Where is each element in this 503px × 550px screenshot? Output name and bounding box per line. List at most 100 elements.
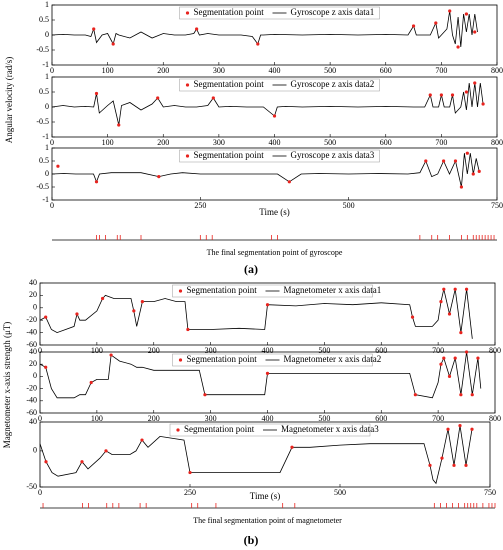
segmentation-point xyxy=(44,365,48,369)
segmentation-point xyxy=(140,300,144,304)
segmentation-point xyxy=(94,180,99,184)
y-tick-label: 1 xyxy=(45,143,49,152)
legend-label: Magnetometer x axis data3 xyxy=(281,424,379,434)
x-tick-label: 300 xyxy=(213,138,225,147)
x-tick-label: 500 xyxy=(318,346,330,355)
data-line xyxy=(51,10,478,48)
segmentation-point xyxy=(211,96,215,100)
segmentation-point xyxy=(287,180,291,184)
segmentation-point xyxy=(448,9,452,13)
segmentation-point xyxy=(290,445,294,449)
legend-label: Magnetometer x axis data1 xyxy=(284,285,382,295)
segmentation-point xyxy=(470,427,474,431)
segmentation-point xyxy=(471,172,475,176)
segmentation-point xyxy=(442,159,446,163)
segmentation-point xyxy=(424,159,428,163)
x-tick-label: 100 xyxy=(102,66,114,75)
x-tick-label: 600 xyxy=(380,66,392,75)
x-tick-label: 800 xyxy=(489,346,501,355)
segmentation-point xyxy=(56,164,60,168)
segmentation-point xyxy=(459,185,463,189)
rug-caption: The final segmentation point of gyroscop… xyxy=(207,248,343,257)
y-tick-label: -0.5 xyxy=(36,117,49,126)
x-tick-label: 500 xyxy=(324,66,336,75)
segmentation-point xyxy=(470,393,474,397)
segmentation-point xyxy=(453,287,457,291)
segmentation-point xyxy=(272,114,277,118)
segmentation-point xyxy=(453,159,458,163)
y-tick-label: 1 xyxy=(45,0,49,9)
x-tick-label: 200 xyxy=(157,138,169,147)
segmentation-point xyxy=(459,393,463,397)
segmentation-point xyxy=(428,463,432,467)
segmentation-point xyxy=(434,21,438,25)
segmentation-point xyxy=(111,42,115,46)
y-tick-label: 0.5 xyxy=(39,156,49,165)
x-tick-label: 300 xyxy=(205,346,217,355)
legend-label: Segmentation point xyxy=(187,285,258,295)
segmentation-point xyxy=(428,93,432,97)
segmentation-point xyxy=(44,460,48,464)
segmentation-point xyxy=(109,353,113,357)
legend-label: Magnetometer x axis data2 xyxy=(284,354,382,364)
segmentation-point xyxy=(464,350,469,354)
x-tick-label: 400 xyxy=(269,138,281,147)
x-tick-label: 700 xyxy=(432,414,444,423)
segmentation-point xyxy=(442,287,446,291)
x-tick-label: 300 xyxy=(205,414,217,423)
x-tick-label: 0 xyxy=(50,66,54,75)
segmentation-point xyxy=(442,356,446,360)
segmentation-point xyxy=(132,309,136,313)
data-line xyxy=(39,425,473,485)
segmentation-point xyxy=(473,30,477,34)
x-tick-label: 200 xyxy=(157,66,169,75)
legend-label: Segmentation point xyxy=(184,424,255,434)
segmentation-point xyxy=(410,315,415,319)
y-tick-label: 0.5 xyxy=(39,87,49,96)
legend-marker xyxy=(178,289,183,293)
x-tick-label: 500 xyxy=(324,138,336,147)
y-tick-label: -0.5 xyxy=(36,182,49,191)
segmentation-point xyxy=(413,393,417,397)
segmentation-point xyxy=(94,91,99,96)
legend-label: Segmentation point xyxy=(187,354,258,364)
y-tick-label: 0 xyxy=(33,446,37,455)
segmentation-point xyxy=(186,327,190,332)
segmentation-point xyxy=(156,96,160,100)
y-tick-label: -60 xyxy=(26,408,37,417)
segmentation-point xyxy=(473,81,477,85)
x-tick-label: 500 xyxy=(334,488,346,497)
y-tick-label: 20 xyxy=(29,290,37,299)
segmentation-point xyxy=(456,45,460,49)
segmentation-point xyxy=(89,380,93,385)
segmentation-point xyxy=(188,470,192,475)
segmentation-point xyxy=(465,151,469,155)
legend-label: Gyroscope z axis data1 xyxy=(291,7,375,17)
segmentation-point xyxy=(453,356,457,360)
segmentation-point xyxy=(80,460,84,464)
segmentation-point xyxy=(439,362,443,366)
y-tick-label: 20 xyxy=(29,359,37,368)
x-tick-label: 300 xyxy=(213,66,225,75)
x-tick-label: 0 xyxy=(38,346,42,355)
x-tick-label: 400 xyxy=(269,66,281,75)
x-tick-label: 750 xyxy=(491,201,503,210)
segmentation-point xyxy=(464,12,469,16)
segmentation-point xyxy=(446,427,450,431)
segmentation-point xyxy=(75,312,79,316)
x-axis-label: Time (s) xyxy=(259,207,289,217)
segmentation-point xyxy=(464,90,469,94)
y-tick-label: 40 xyxy=(29,278,37,287)
legend-marker xyxy=(176,428,180,432)
y-tick-label: -60 xyxy=(26,340,37,349)
y-tick-label: 0 xyxy=(45,102,49,111)
segmentation-point xyxy=(44,315,48,319)
x-tick-label: 800 xyxy=(491,66,503,75)
x-tick-label: 600 xyxy=(380,138,392,147)
y-tick-label: -20 xyxy=(26,383,37,392)
legend-marker xyxy=(178,358,183,362)
y-axis-label: Magnetometer x-axis strength (μT) xyxy=(2,322,12,449)
y-axis-label: Angular velocity (rad/s) xyxy=(4,57,14,143)
legend-label: Segmentation point xyxy=(194,150,265,160)
y-tick-label: 40 xyxy=(29,417,37,426)
